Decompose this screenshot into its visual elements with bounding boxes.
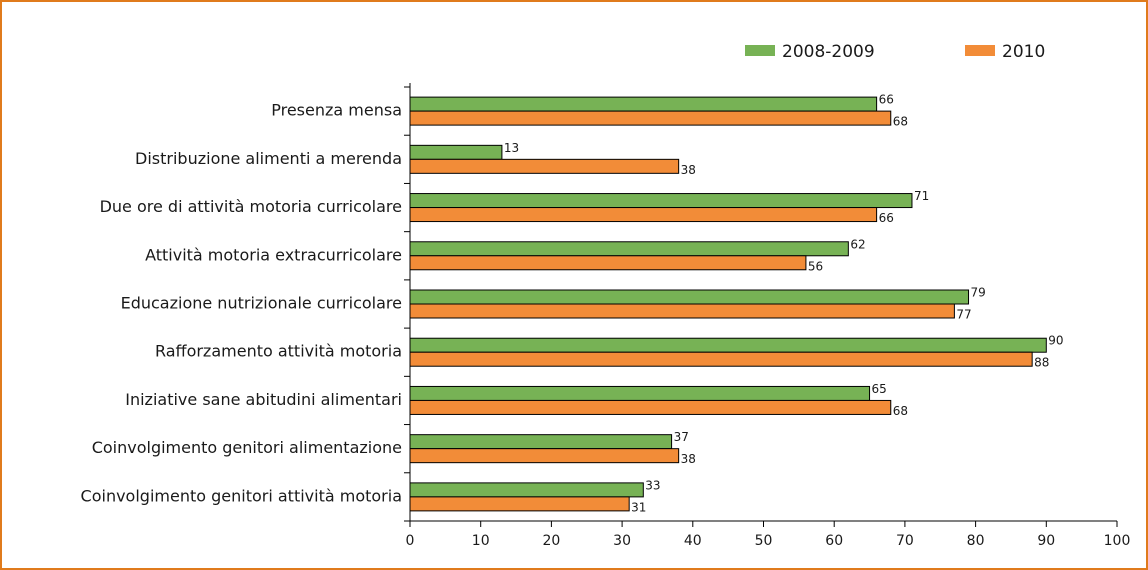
x-tick-label: 0 bbox=[406, 533, 415, 549]
value-label: 77 bbox=[956, 308, 971, 322]
x-tick-label: 20 bbox=[542, 533, 560, 549]
bar bbox=[409, 255, 807, 271]
value-label: 65 bbox=[872, 382, 887, 396]
value-label: 68 bbox=[893, 404, 908, 418]
category-label: Coinvolgimento genitori alimentazione bbox=[92, 438, 402, 457]
bar bbox=[409, 303, 955, 319]
value-label: 66 bbox=[879, 211, 894, 225]
value-label: 68 bbox=[893, 115, 908, 129]
bar bbox=[409, 96, 878, 112]
category-label: Distribuzione alimenti a merenda bbox=[135, 149, 402, 168]
bar bbox=[409, 399, 892, 415]
value-label: 88 bbox=[1034, 356, 1049, 370]
legend-swatch bbox=[965, 45, 995, 56]
bar bbox=[409, 351, 1033, 367]
value-label: 38 bbox=[681, 163, 696, 177]
value-label: 33 bbox=[645, 478, 660, 492]
category-label: Iniziative sane abitudini alimentari bbox=[125, 390, 402, 409]
bar bbox=[409, 241, 849, 257]
bar bbox=[409, 337, 1047, 353]
value-label: 38 bbox=[681, 452, 696, 466]
category-label: Presenza mensa bbox=[271, 101, 402, 120]
category-label: Rafforzamento attività motoria bbox=[155, 342, 402, 361]
legend-label: 2008-2009 bbox=[782, 42, 875, 62]
x-tick-label: 30 bbox=[613, 533, 631, 549]
value-label: 71 bbox=[914, 189, 929, 203]
bar bbox=[409, 482, 644, 498]
bar bbox=[409, 207, 878, 223]
category-label: Educazione nutrizionale curricolare bbox=[121, 294, 402, 313]
value-label: 31 bbox=[631, 500, 646, 514]
bar bbox=[409, 144, 503, 160]
legend-label: 2010 bbox=[1002, 42, 1045, 62]
value-label: 62 bbox=[850, 237, 865, 251]
category-label: Due ore di attività motoria curricolare bbox=[100, 197, 402, 216]
value-label: 79 bbox=[971, 286, 986, 300]
x-tick-label: 80 bbox=[967, 533, 985, 549]
bar bbox=[409, 289, 970, 305]
legend-swatch bbox=[745, 45, 775, 56]
bar bbox=[409, 158, 680, 174]
x-tick-label: 70 bbox=[896, 533, 914, 549]
category-label: Coinvolgimento genitori attività motoria bbox=[81, 486, 402, 505]
x-tick-label: 90 bbox=[1037, 533, 1055, 549]
x-tick-label: 10 bbox=[472, 533, 490, 549]
bar bbox=[409, 434, 673, 450]
bar bbox=[409, 496, 630, 512]
x-tick-label: 60 bbox=[825, 533, 843, 549]
value-label: 13 bbox=[504, 141, 519, 155]
value-label: 90 bbox=[1048, 334, 1063, 348]
bar bbox=[409, 193, 913, 209]
category-label: Attività motoria extracurricolare bbox=[145, 245, 402, 264]
value-label: 66 bbox=[879, 93, 894, 107]
x-tick-label: 100 bbox=[1104, 533, 1131, 549]
value-label: 56 bbox=[808, 259, 823, 273]
x-tick-label: 40 bbox=[684, 533, 702, 549]
x-tick-label: 50 bbox=[755, 533, 773, 549]
bar bbox=[409, 110, 892, 126]
bar bbox=[409, 448, 680, 464]
value-label: 37 bbox=[674, 430, 689, 444]
bar bbox=[409, 385, 871, 401]
